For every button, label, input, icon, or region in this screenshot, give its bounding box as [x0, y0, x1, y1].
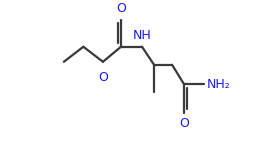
Text: O: O	[179, 117, 189, 130]
Text: NH: NH	[133, 29, 151, 42]
Text: NH₂: NH₂	[207, 78, 230, 91]
Text: O: O	[98, 71, 108, 84]
Text: O: O	[116, 2, 126, 15]
